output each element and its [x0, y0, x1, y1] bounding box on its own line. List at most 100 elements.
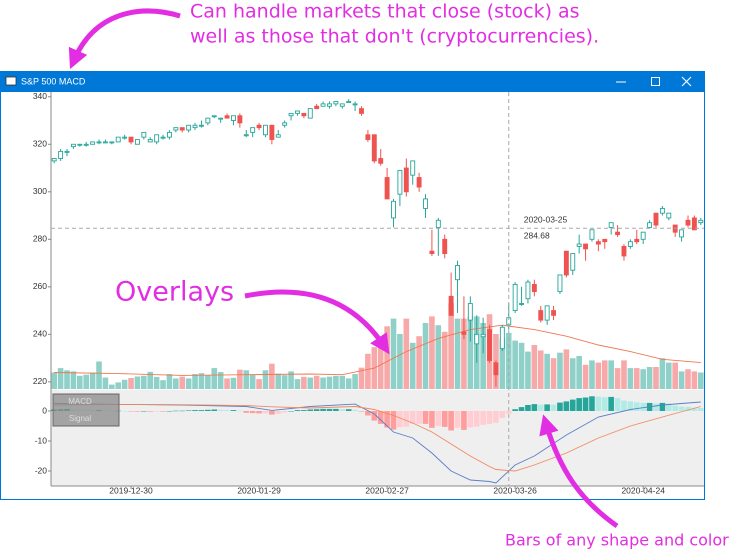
candle-body	[371, 134, 377, 162]
volume-bar	[115, 382, 122, 389]
legend-box	[52, 393, 120, 427]
volume-bar	[89, 372, 96, 389]
volume-bar	[403, 318, 410, 389]
title-bar	[0, 71, 705, 92]
volume-bar	[454, 318, 461, 389]
candle-body	[538, 310, 544, 321]
candle-body	[147, 139, 153, 143]
volume-bar	[249, 374, 256, 389]
annotation: Can handle markets that close (stock) as	[190, 1, 580, 23]
histogram-bar	[448, 411, 454, 431]
volume-bar	[544, 353, 550, 389]
candle-body	[186, 124, 192, 131]
histogram-bar	[256, 411, 262, 414]
histogram-bar	[173, 410, 179, 412]
volume-bar	[512, 340, 518, 389]
annotation: Bars of any shape and color	[505, 531, 729, 550]
candle-body	[250, 127, 256, 133]
candle-body	[397, 169, 403, 195]
candle-body	[365, 134, 371, 140]
candle-body	[403, 167, 409, 193]
close-button[interactable]	[681, 76, 692, 87]
volume-bar	[109, 384, 115, 389]
volume-bar	[237, 369, 243, 389]
candle-body	[115, 136, 121, 143]
volume-bar	[77, 375, 83, 389]
histogram-bar	[269, 411, 275, 415]
volume-bar	[211, 368, 218, 389]
candle-body	[647, 222, 653, 228]
candle-body	[499, 326, 505, 350]
histogram-bar	[499, 411, 506, 418]
volume-bar	[192, 374, 198, 389]
candle-body	[595, 241, 601, 245]
histogram-bar	[569, 399, 576, 411]
histogram-bar	[512, 409, 518, 411]
candle-body	[480, 333, 486, 338]
candle-body	[429, 250, 435, 255]
histogram-bar	[480, 411, 486, 425]
histogram-bar	[128, 411, 134, 412]
candle-body	[58, 150, 64, 159]
annotation: Overlays	[115, 277, 234, 308]
histogram-bar	[665, 403, 672, 411]
histogram-bar	[185, 410, 192, 411]
histogram-bar	[339, 409, 346, 411]
histogram-bar	[224, 410, 230, 411]
window-title: S&P 500 MACD	[21, 76, 86, 86]
candle-body	[301, 112, 307, 117]
volume-bar	[518, 342, 525, 389]
volume-bar	[147, 371, 154, 389]
histogram-bar	[217, 409, 224, 411]
histogram-bar	[281, 411, 288, 413]
volume-bar	[365, 353, 371, 389]
volume-bar	[269, 363, 275, 389]
histogram-bar	[576, 398, 582, 411]
volume-ma-line	[54, 324, 701, 376]
volume-bar	[563, 349, 570, 389]
volume-bar	[659, 358, 666, 389]
candle-body	[173, 127, 179, 131]
volume-bar	[550, 358, 557, 389]
histogram-bar	[365, 411, 371, 416]
volume-bar	[333, 375, 339, 389]
volume-bar	[313, 375, 320, 389]
histogram-bar	[563, 401, 570, 411]
volume-bar	[557, 352, 563, 389]
volume-bar	[173, 378, 179, 389]
crosshair-value: 284.68	[524, 230, 550, 240]
histogram-bar	[166, 411, 173, 412]
histogram-bar	[326, 408, 333, 411]
volume-bar	[531, 345, 538, 389]
candle-body	[160, 136, 166, 139]
volume-bar	[569, 358, 576, 389]
histogram-bar	[141, 411, 147, 412]
candle-body	[435, 219, 441, 228]
candle-body	[416, 177, 422, 188]
histogram-bar	[416, 411, 422, 424]
candle-body	[621, 245, 627, 257]
y-tick-label: -10	[35, 435, 48, 445]
maximize-button[interactable]	[651, 77, 660, 86]
candle-body	[134, 139, 140, 145]
volume-bar	[153, 376, 160, 389]
x-tick-label: 2020-02-27	[365, 485, 409, 495]
candle-body	[192, 124, 198, 129]
volume-bar	[64, 370, 70, 389]
y-tick-label: 220	[33, 376, 47, 386]
candle-body	[154, 134, 160, 143]
volume-bar	[288, 371, 294, 389]
volume-bar	[467, 316, 474, 389]
histogram-bar	[205, 409, 211, 411]
candle-body	[410, 160, 416, 176]
macd-pane	[51, 390, 704, 486]
histogram-bar	[640, 402, 646, 411]
candle-body	[391, 200, 396, 219]
histogram-bar	[403, 411, 410, 427]
candle-body	[339, 103, 345, 107]
volume-bar	[537, 350, 544, 389]
histogram-bar	[537, 404, 544, 411]
histogram-bar	[505, 411, 512, 414]
histogram-bar	[582, 397, 589, 411]
x-tick-label: 2020-04-24	[621, 485, 665, 495]
